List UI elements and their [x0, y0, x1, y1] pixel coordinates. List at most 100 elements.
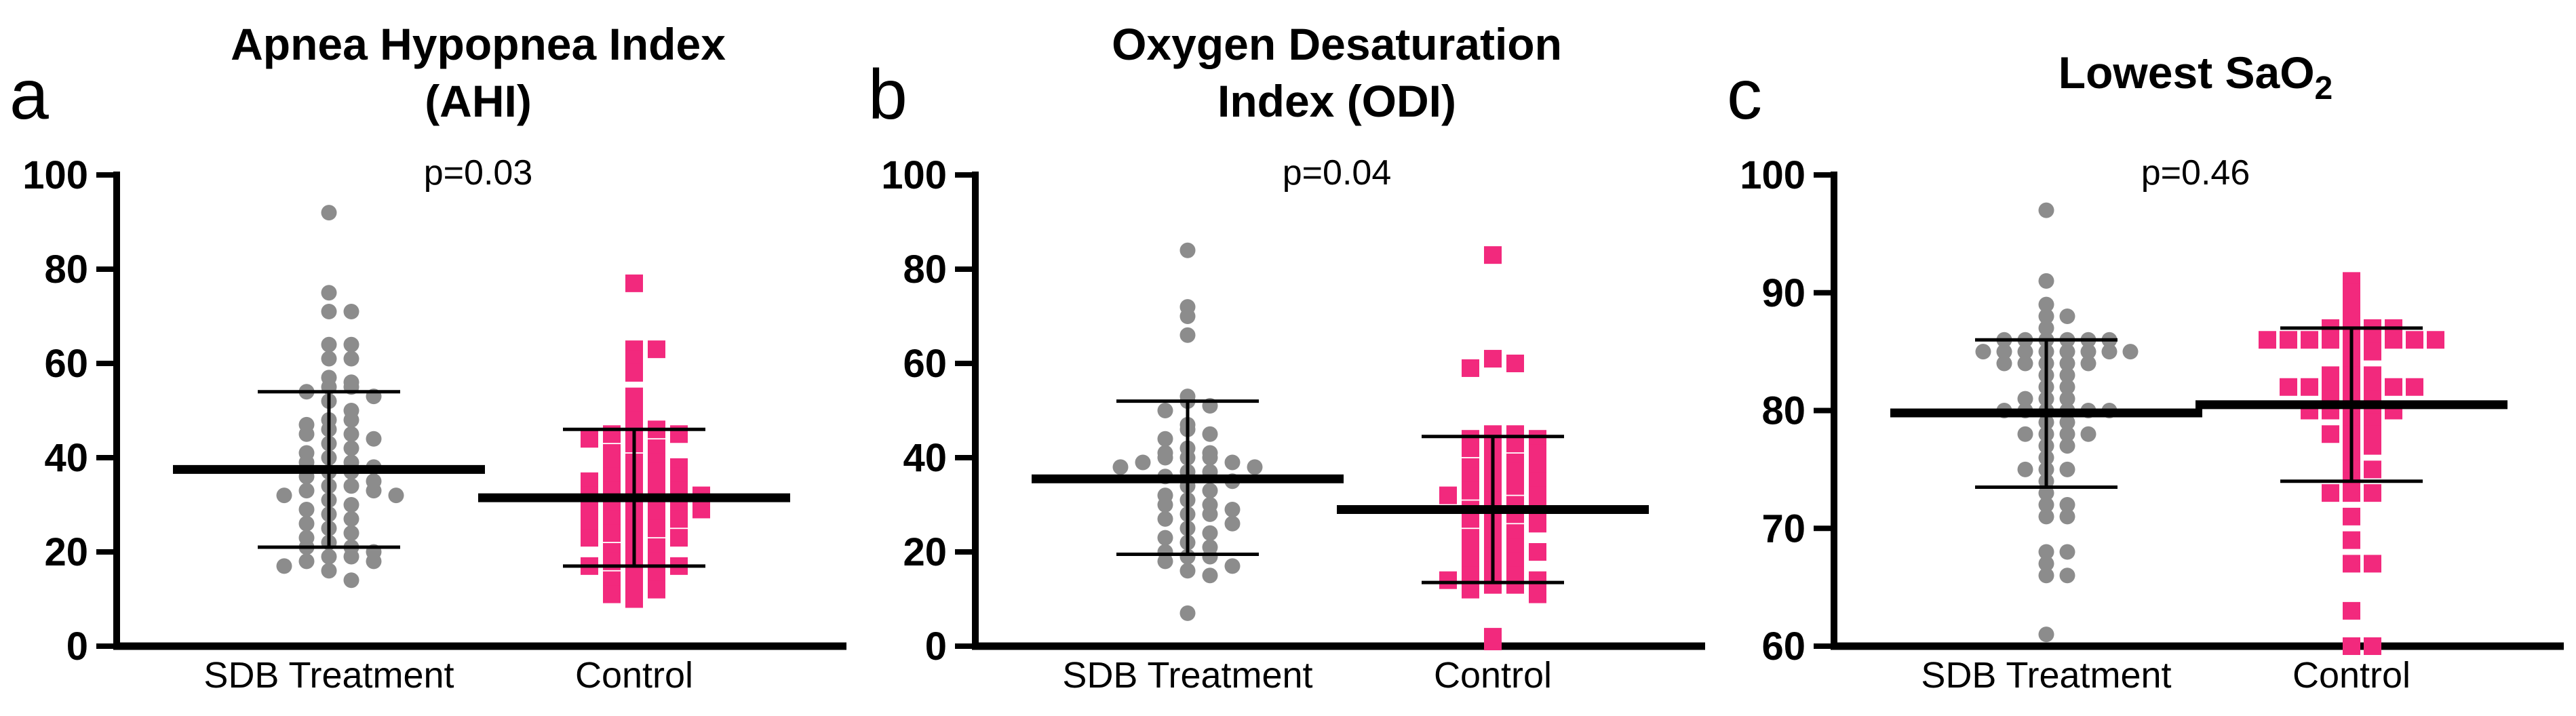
data-point	[2427, 331, 2444, 349]
data-point	[343, 426, 359, 442]
data-point	[1179, 605, 1196, 621]
data-point	[2080, 344, 2096, 360]
data-point	[1529, 543, 1546, 561]
data-point	[1224, 501, 1241, 517]
data-point	[1462, 481, 1479, 500]
panel-a-svg: a Apnea Hypopnea Index (AHI) p=0.03 0 20 40 60 8…	[9, 19, 846, 696]
chart-title-line: Index (ODI)	[1217, 76, 1456, 126]
data-point	[2038, 544, 2054, 560]
data-point	[1202, 549, 1218, 565]
data-point	[2017, 391, 2033, 407]
data-point	[2385, 331, 2402, 349]
data-point	[1179, 327, 1196, 343]
category-label: Control	[1434, 655, 1552, 696]
data-point	[2038, 555, 2054, 572]
data-point	[2059, 309, 2075, 324]
y-tick-label: 60	[1761, 624, 1806, 669]
data-point	[2280, 378, 2297, 396]
data-point	[2364, 484, 2381, 502]
data-point	[2038, 320, 2054, 336]
panel-b: b Oxygen Desaturation Index (ODI) p=0.04 0 20…	[859, 0, 1717, 716]
data-point	[2259, 331, 2276, 349]
data-point	[1506, 477, 1524, 495]
data-point	[2017, 461, 2033, 477]
data-point	[1179, 563, 1196, 579]
data-point	[298, 483, 315, 499]
data-point	[2364, 437, 2381, 455]
data-point	[298, 501, 315, 517]
data-point	[343, 525, 359, 541]
data-point	[343, 412, 359, 428]
data-point	[1179, 242, 1196, 258]
data-point	[2301, 378, 2318, 396]
y-tick-label: 90	[1761, 271, 1806, 315]
data-point	[1529, 585, 1546, 603]
data-point	[321, 351, 337, 367]
data-point	[2017, 355, 2033, 372]
data-point	[343, 336, 359, 353]
data-point	[343, 497, 359, 513]
data-point	[1202, 426, 1218, 442]
category-label: SDB Treatment	[1921, 655, 2171, 696]
data-point	[2322, 331, 2339, 349]
data-point	[276, 488, 292, 504]
panel-letter: b	[868, 56, 908, 134]
data-point	[343, 440, 359, 456]
data-point	[343, 304, 359, 320]
data-point	[1157, 511, 1173, 527]
data-point	[2322, 484, 2339, 502]
data-point	[2017, 426, 2033, 442]
data-point	[2038, 296, 2054, 313]
data-point	[2038, 309, 2054, 324]
data-point	[1224, 558, 1241, 574]
chart-title-line: Apnea Hypopnea Index	[231, 19, 726, 69]
data-point	[2122, 344, 2139, 360]
p-value-label: p=0.46	[2141, 153, 2250, 193]
y-tick-label: 40	[44, 436, 88, 480]
data-point	[1157, 497, 1173, 513]
data-point	[648, 519, 665, 538]
y-tick-label: 60	[44, 342, 88, 386]
y-tick-label: 100	[1740, 153, 1806, 197]
data-point	[692, 500, 710, 519]
data-point	[2364, 555, 2381, 573]
data-point	[670, 529, 688, 547]
data-point	[1224, 454, 1241, 471]
data-point	[2301, 331, 2318, 349]
data-point	[1484, 633, 1502, 651]
data-point	[2364, 342, 2381, 361]
y-tick-label: 100	[881, 153, 947, 197]
panel-letter: a	[9, 56, 49, 134]
data-point	[1506, 576, 1524, 594]
data-point	[343, 549, 359, 565]
y-tick-label: 0	[925, 624, 947, 669]
data-point	[2280, 331, 2297, 349]
data-point	[2080, 426, 2096, 442]
data-point	[2038, 273, 2054, 289]
y-tick-label: 80	[44, 247, 88, 292]
data-point	[1484, 350, 1502, 368]
data-point	[366, 431, 382, 447]
data-point	[2038, 202, 2054, 218]
y-tick-label: 20	[903, 530, 947, 574]
data-point	[298, 553, 315, 570]
y-tick-label: 100	[22, 153, 88, 197]
data-point	[2343, 484, 2360, 502]
category-label: Control	[575, 655, 693, 696]
data-point	[1202, 506, 1218, 522]
p-value-label: p=0.04	[1283, 153, 1392, 193]
data-point	[1202, 483, 1218, 499]
data-point	[2059, 344, 2075, 360]
data-point	[2059, 544, 2075, 560]
data-point	[2364, 637, 2381, 655]
data-point	[2059, 414, 2075, 431]
chart-title-line: (AHI)	[425, 76, 532, 126]
data-point	[1202, 568, 1218, 584]
y-tick-label: 40	[903, 436, 947, 480]
data-point	[2406, 378, 2423, 396]
panel-b-svg: b Oxygen Desaturation Index (ODI) p=0.04 0 20…	[868, 19, 1705, 696]
data-point	[343, 511, 359, 527]
data-point	[603, 585, 621, 603]
data-point	[2059, 379, 2075, 395]
data-point	[2038, 509, 2054, 525]
